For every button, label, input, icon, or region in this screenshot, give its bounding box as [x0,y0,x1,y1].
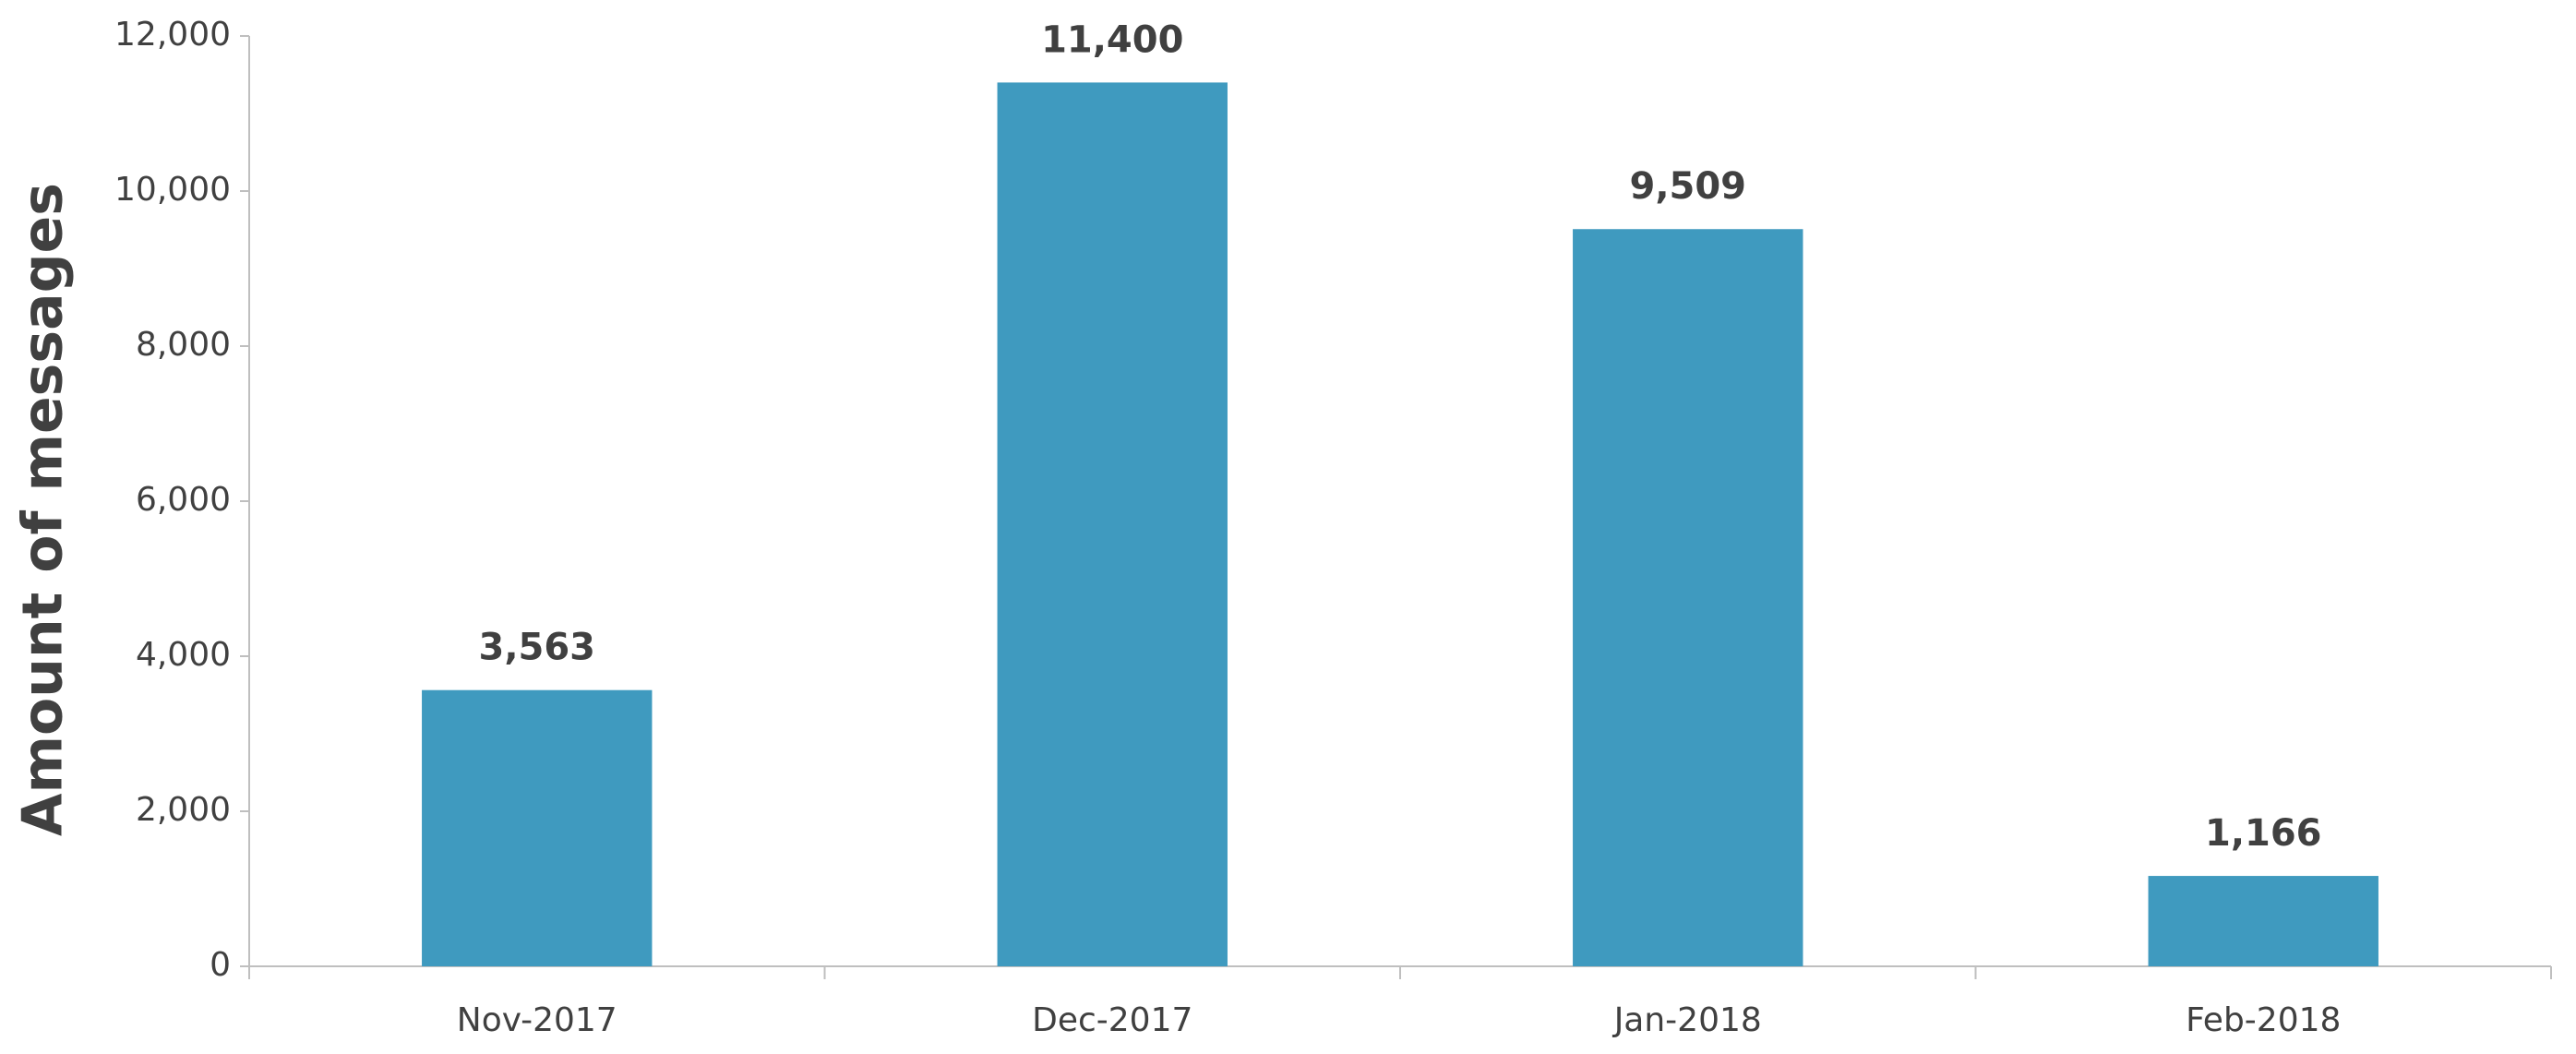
bar [1573,229,1803,966]
value-label: 9,509 [1629,165,1746,208]
value-label: 1,166 [2205,812,2322,855]
x-tick-label: Feb-2018 [2186,1001,2341,1039]
bar [997,82,1228,966]
x-tick-label: Nov-2017 [457,1001,617,1039]
y-tick-label: 12,000 [114,16,231,54]
value-label: 11,400 [1041,18,1183,61]
value-label: 3,563 [478,627,595,669]
bar [2148,876,2378,966]
y-tick-label: 4,000 [136,636,231,674]
y-axis-title: Amount of messages [11,183,76,836]
y-tick-label: 2,000 [136,791,231,829]
y-tick-label: 8,000 [136,326,231,364]
y-tick-label: 10,000 [114,171,231,209]
y-tick-label: 0 [210,946,231,984]
bar [422,689,653,966]
x-tick-label: Jan-2018 [1612,1001,1762,1039]
x-tick-label: Dec-2017 [1032,1001,1192,1039]
y-tick-label: 6,000 [136,481,231,519]
